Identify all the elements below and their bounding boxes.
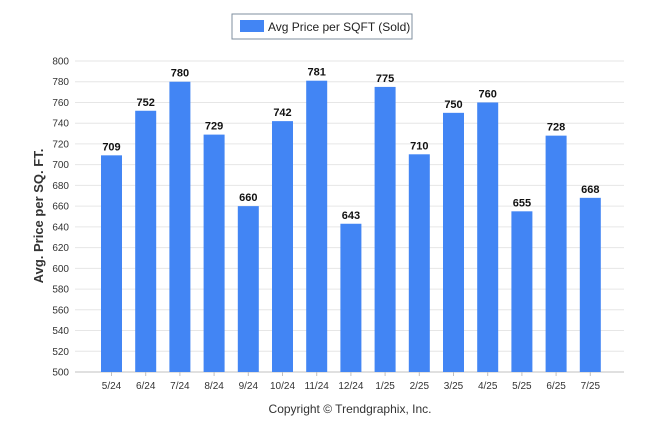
data-label: 643	[342, 210, 360, 222]
x-tick-label: 8/24	[204, 381, 224, 392]
bar	[374, 86, 396, 373]
x-axis-ticks: 5/24 6/24 7/24 8/24 9/24 10/24 11/24 12/24 1/25 2…	[102, 372, 601, 392]
data-label: 742	[273, 107, 291, 119]
bar	[545, 135, 567, 372]
grid	[75, 60, 624, 373]
y-tick-label: 600	[52, 264, 69, 275]
y-tick-label: 540	[52, 326, 69, 337]
data-label: 709	[102, 141, 120, 153]
bar	[169, 81, 191, 372]
y-axis-ticks: 500 520 540 560 580 600 620 640 660 680 700 720 740 7…	[52, 57, 69, 379]
copyright-text: Copyright © Trendgraphix, Inc.	[269, 402, 432, 416]
bar	[237, 206, 259, 372]
x-tick-label: 6/24	[136, 381, 156, 392]
x-tick-label: 7/24	[170, 381, 190, 392]
x-tick-label: 10/24	[270, 381, 295, 392]
bar	[579, 197, 601, 372]
y-tick-label: 620	[52, 243, 69, 254]
y-tick-label: 740	[52, 119, 69, 130]
x-tick-label: 5/25	[512, 381, 532, 392]
bar	[306, 80, 328, 373]
data-label: 668	[581, 184, 599, 196]
x-tick-label: 2/25	[410, 381, 430, 392]
y-tick-label: 760	[52, 98, 69, 109]
x-tick-label: 12/24	[338, 381, 363, 392]
data-labels: 709 752 780 729 660 742 781 643 775 710 750 760 655 7…	[102, 67, 599, 222]
legend-swatch	[240, 20, 264, 32]
data-label: 780	[171, 68, 189, 80]
y-tick-label: 640	[52, 222, 69, 233]
bar	[511, 211, 533, 372]
x-tick-label: 9/24	[239, 381, 259, 392]
x-tick-label: 3/25	[444, 381, 464, 392]
y-tick-label: 520	[52, 347, 69, 358]
bars	[101, 80, 601, 373]
data-label: 660	[239, 192, 257, 204]
x-tick-label: 1/25	[375, 381, 395, 392]
y-tick-label: 560	[52, 305, 69, 316]
x-tick-label: 11/24	[305, 381, 330, 392]
y-axis-title: Avg. Price per SQ. FT.	[31, 149, 46, 284]
x-tick-label: 4/25	[478, 381, 498, 392]
data-label: 781	[308, 67, 326, 79]
data-label: 760	[479, 88, 497, 100]
bar	[477, 102, 499, 372]
bar	[203, 134, 225, 372]
bar	[408, 154, 430, 372]
bar	[101, 155, 122, 372]
legend: Avg Price per SQFT (Sold)	[231, 13, 413, 40]
y-tick-label: 720	[52, 139, 69, 150]
x-tick-label: 7/25	[581, 381, 601, 392]
bar	[272, 121, 293, 372]
y-tick-label: 780	[52, 77, 69, 88]
data-label: 655	[513, 197, 531, 209]
data-label: 750	[444, 99, 462, 111]
y-tick-label: 680	[52, 181, 69, 192]
y-tick-label: 580	[52, 285, 69, 296]
data-label: 752	[137, 97, 155, 109]
bar	[135, 110, 157, 372]
data-label: 775	[376, 73, 394, 85]
data-label: 728	[547, 122, 565, 134]
data-label: 710	[410, 140, 428, 152]
bar	[340, 223, 362, 372]
x-tick-label: 5/24	[102, 381, 122, 392]
data-label: 729	[205, 121, 223, 133]
y-tick-label: 500	[52, 368, 69, 379]
legend-label: Avg Price per SQFT (Sold)	[268, 20, 410, 34]
y-tick-label: 800	[52, 57, 69, 68]
y-tick-label: 660	[52, 202, 69, 213]
y-tick-label: 700	[52, 160, 69, 171]
x-tick-label: 6/25	[546, 381, 566, 392]
bar	[443, 112, 464, 372]
